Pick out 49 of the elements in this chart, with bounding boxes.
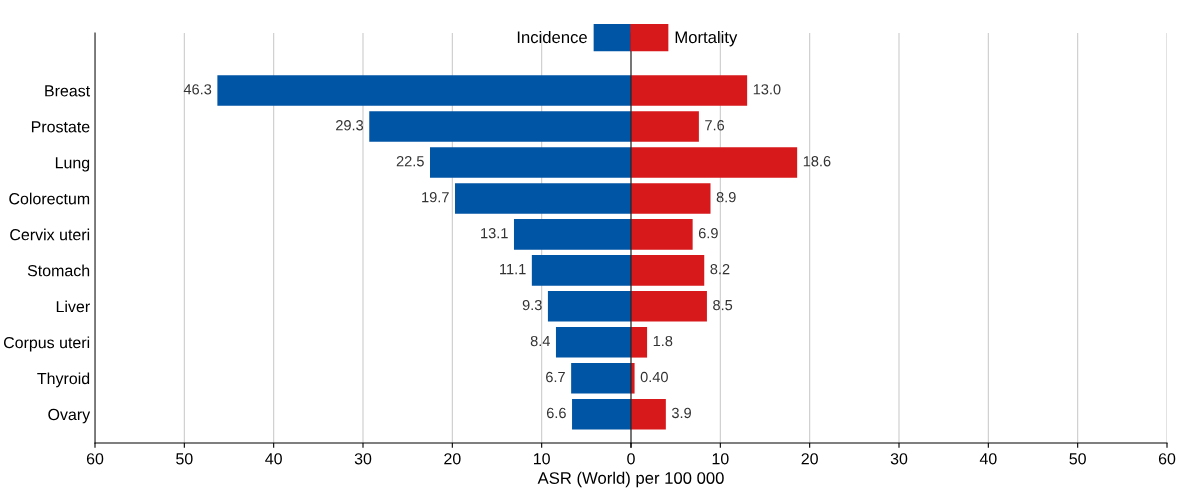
data-label: 18.6 (803, 156, 831, 167)
data-label: 13.0 (753, 84, 781, 95)
data-label: 11.1 (500, 264, 526, 275)
y-tick-label: Corpus uteri (3, 336, 90, 352)
data-label: 13.1 (481, 227, 508, 239)
x-tick-label: 20 (801, 453, 818, 465)
y-tick-label: Breast (45, 85, 91, 97)
x-tick-label: 30 (890, 453, 908, 465)
x-tick-label: 60 (1158, 453, 1176, 465)
y-tick-label: Prostate (31, 121, 90, 133)
data-label: 9.3 (522, 299, 542, 311)
y-tick-label: Lung (55, 157, 90, 172)
bar (631, 111, 699, 142)
data-label: 6.9 (698, 227, 718, 239)
y-tick-label: Colorectum (9, 192, 90, 205)
x-tick-label: 60 (86, 453, 104, 465)
y-tick-label: Stomach (27, 264, 90, 277)
data-label: 8.2 (710, 263, 730, 275)
bar (631, 75, 748, 106)
data-label: 3.9 (671, 407, 691, 419)
data-label: 22.5 (396, 156, 424, 167)
legend-label: Incidence (517, 30, 587, 44)
data-label: 8.4 (530, 335, 550, 347)
x-axis-title: ASR (World) per 100 000 (537, 471, 724, 488)
y-tick-label: Cervix uteri (10, 228, 90, 241)
data-label: 6.7 (546, 371, 565, 383)
data-label: 7.6 (705, 120, 725, 131)
x-tick-label: 50 (176, 453, 193, 465)
x-tick-label: 40 (979, 453, 997, 465)
x-tick-label: 30 (354, 453, 372, 465)
y-tick-label: Liver (56, 300, 90, 313)
y-tick-label: Ovary (48, 408, 91, 424)
data-label: 8.5 (713, 299, 733, 311)
data-label: 8.9 (716, 192, 736, 203)
x-tick-label: 50 (1069, 453, 1086, 465)
x-tick-label: 0 (627, 453, 635, 465)
x-tick-label: 10 (712, 453, 729, 465)
data-label: 6.6 (546, 407, 566, 419)
y-tick-label: Thyroid (37, 372, 90, 388)
data-label: 0.40 (640, 371, 668, 383)
x-tick-label: 20 (444, 453, 461, 465)
x-tick-label: 10 (534, 453, 550, 465)
x-tick-label: 40 (265, 453, 282, 465)
data-label: 1.8 (653, 335, 673, 347)
data-label: 19.7 (422, 192, 449, 203)
data-label: 29.3 (336, 120, 364, 131)
legend-label: Mortality (675, 30, 738, 47)
data-label: 46.3 (183, 84, 212, 95)
bar (631, 327, 648, 358)
